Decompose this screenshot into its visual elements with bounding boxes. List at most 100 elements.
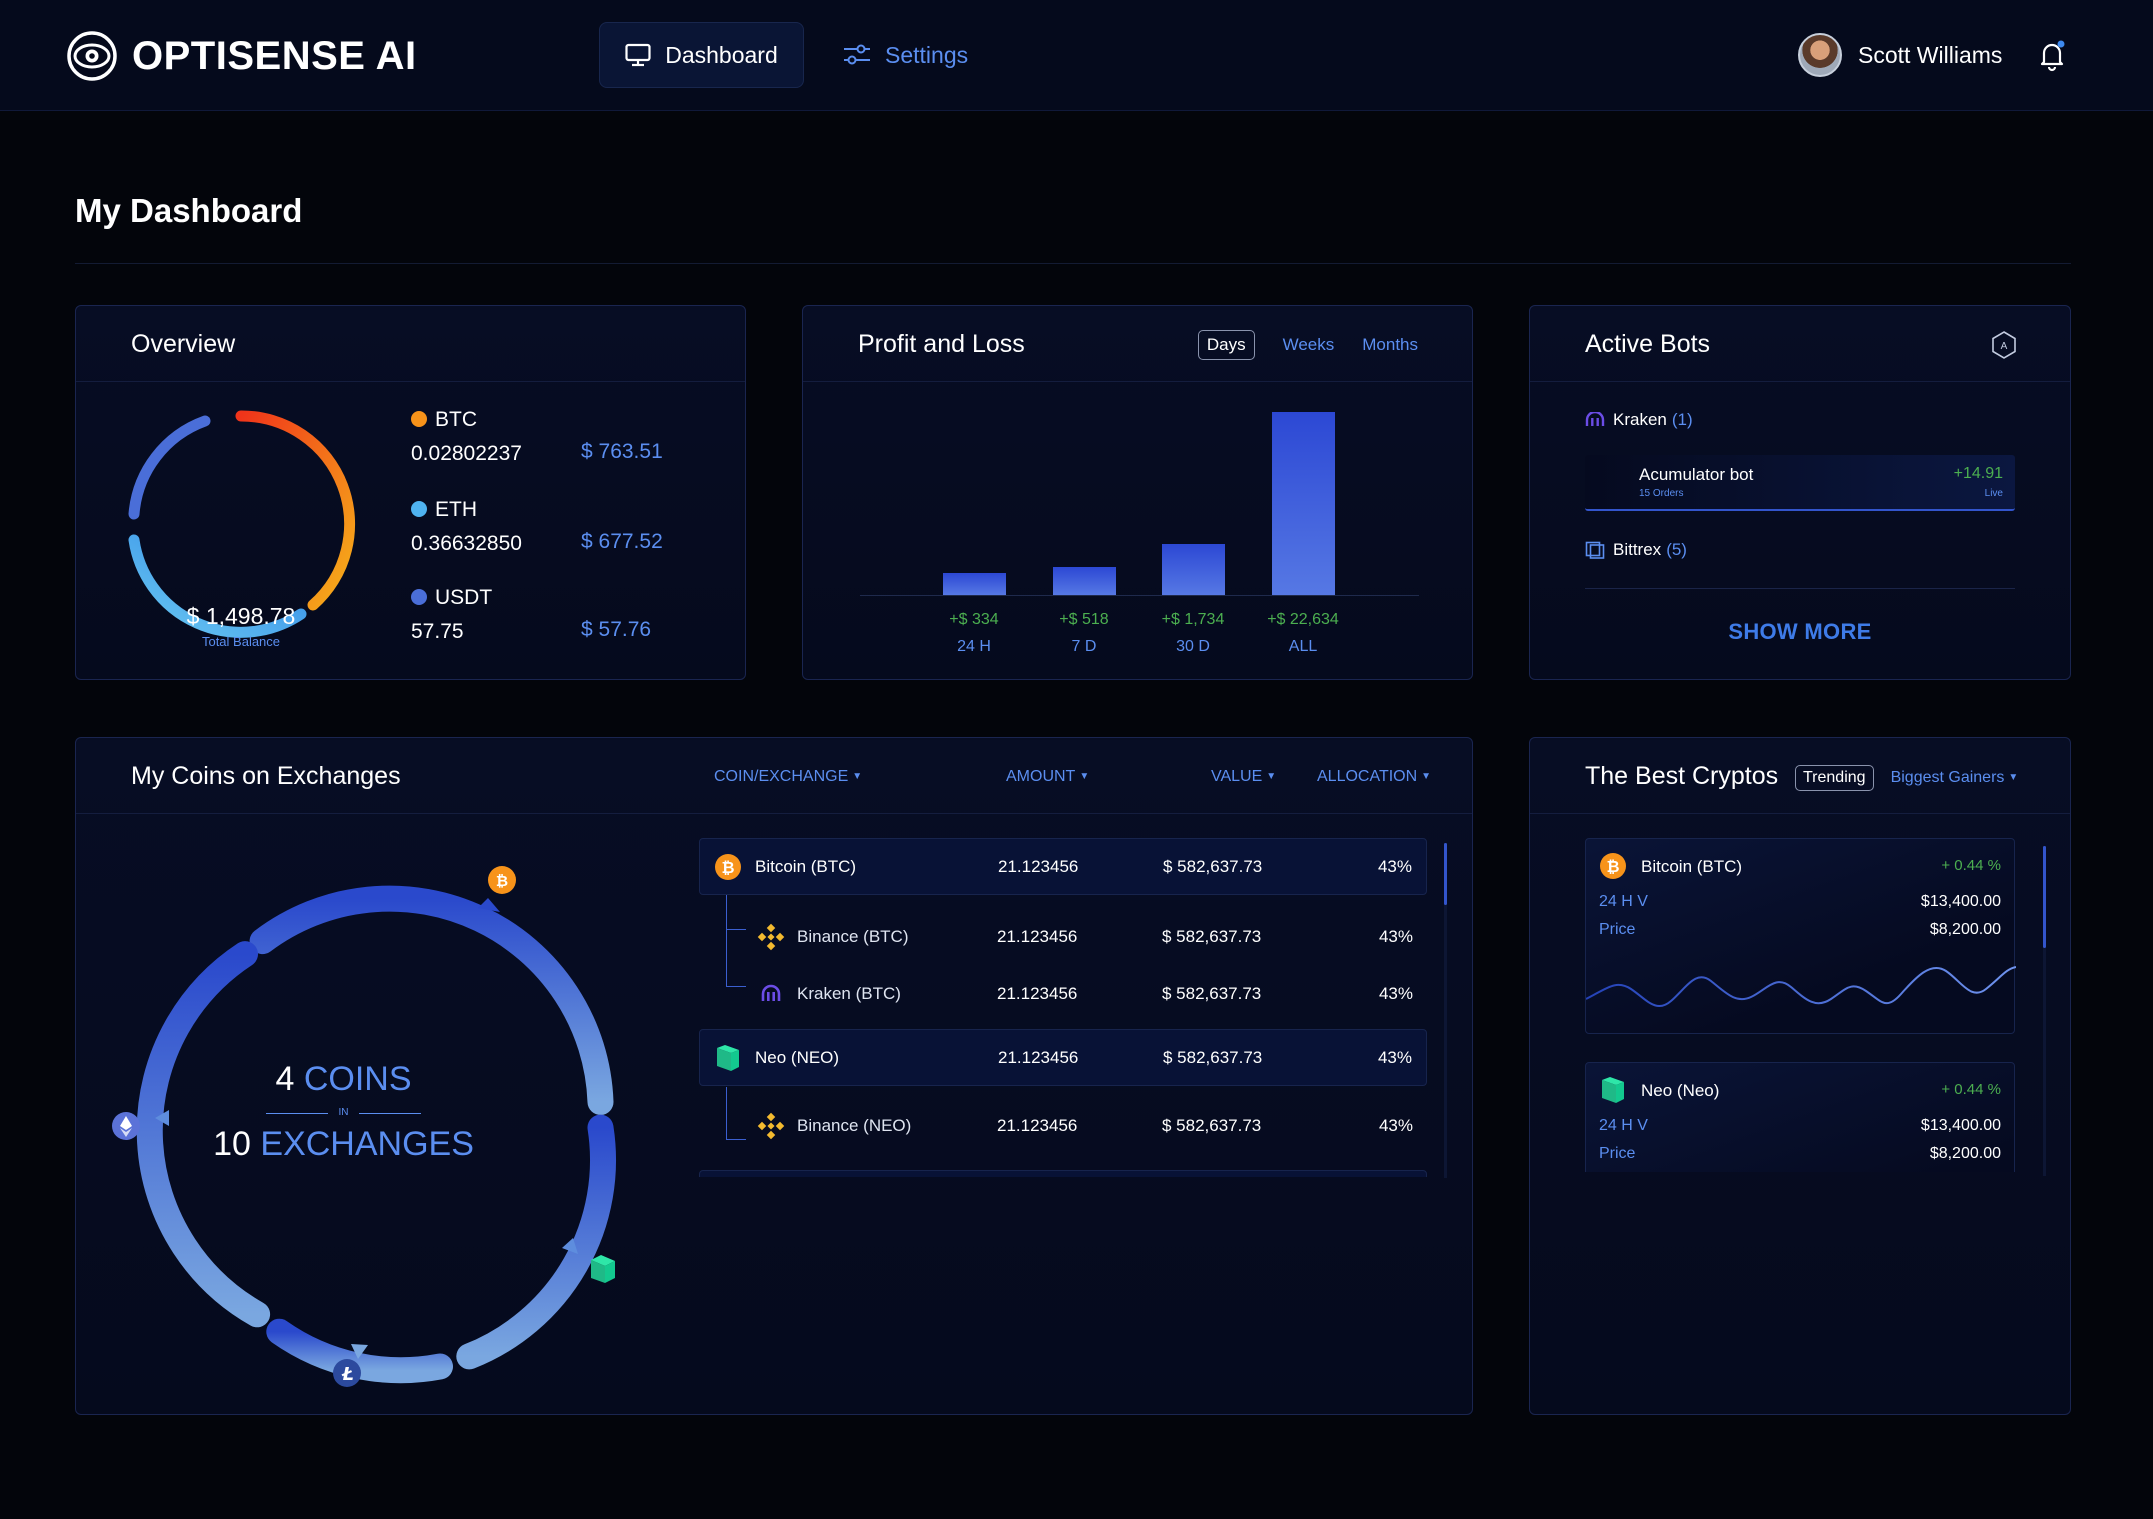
- notifications-button[interactable]: [2038, 38, 2068, 77]
- card-header: The Best Cryptos Trending Biggest Gainer…: [1530, 738, 2070, 814]
- column-label: AMOUNT: [1006, 768, 1076, 785]
- bot-exchange-kraken[interactable]: Kraken (1): [1585, 410, 1693, 430]
- tab-trending[interactable]: Trending: [1795, 765, 1874, 791]
- price-label: Price: [1599, 1145, 1636, 1162]
- column-label: ALLOCATION: [1317, 768, 1418, 785]
- kraken-icon: [1585, 412, 1605, 426]
- row-value: $ 582,637.73: [1162, 1116, 1262, 1135]
- avatar: [1798, 33, 1842, 77]
- pl-bar-7d[interactable]: [1053, 567, 1116, 595]
- coin-row[interactable]: Neo (NEO) 21.123456 $ 582,637.73 43%: [699, 1029, 1427, 1086]
- row-value: $ 582,637.73: [1162, 984, 1262, 1003]
- bot-exchange-bittrex[interactable]: Bittrex (5): [1585, 540, 1687, 560]
- row-allocation: 43%: [1377, 857, 1412, 876]
- volume-value: $13,400.00: [1920, 1117, 2001, 1134]
- exchange-row[interactable]: Binance (NEO) 21.123456 $ 582,637.73 43%: [699, 1098, 1427, 1155]
- row-name: Binance (NEO): [797, 1116, 912, 1135]
- profit-loss-title: Profit and Loss: [858, 330, 1025, 358]
- crypto-name: Bitcoin (BTC): [1641, 857, 1743, 876]
- total-balance-label: Total Balance: [201, 634, 281, 649]
- overview-card: Overview $ 1,498.78 Total Balance: [75, 305, 746, 680]
- row-name: Binance (BTC): [797, 927, 909, 946]
- caret-down-icon: ▼: [1266, 771, 1277, 782]
- pl-bar-all[interactable]: [1272, 412, 1335, 595]
- tab-days[interactable]: Days: [1197, 330, 1255, 360]
- column-label: VALUE: [1211, 768, 1263, 785]
- bittrex-icon: [1585, 541, 1605, 559]
- kraken-icon: [757, 980, 785, 1013]
- row-name: Kraken (BTC): [797, 984, 901, 1003]
- crypto-card[interactable]: ₿ Bitcoin (BTC) + 0.44 % 24 H V $13,400.00 Pr…: [1585, 838, 2016, 1034]
- show-more-button[interactable]: SHOW MORE: [1728, 619, 1872, 644]
- exchange-row[interactable]: Kraken (BTC) 21.123456 $ 582,637.73 43%: [699, 966, 1427, 1023]
- in-label: IN: [266, 1107, 421, 1118]
- exchange-name: Bittrex: [1613, 540, 1662, 559]
- user-menu[interactable]: Scott Williams: [1798, 33, 2002, 77]
- svg-text:₿: ₿: [1606, 857, 1619, 876]
- eth-arc: [128, 534, 307, 638]
- table-scrollbar-thumb[interactable]: [1444, 843, 1447, 905]
- bots-settings-button[interactable]: A: [1990, 330, 2018, 365]
- neo-icon: [714, 1044, 742, 1077]
- row-allocation: 43%: [1378, 927, 1413, 946]
- nav-settings[interactable]: Settings: [843, 22, 968, 88]
- volume-label: 24 H V: [1599, 1117, 1648, 1134]
- table-scrollbar[interactable]: [1444, 843, 1447, 1178]
- coin-amount: 57.75: [411, 620, 464, 643]
- tab-biggest-gainers[interactable]: Biggest Gainers ▼: [1891, 769, 2019, 787]
- caret-down-icon: ▼: [1079, 771, 1090, 782]
- pointer-ltc: [351, 1344, 368, 1359]
- card-header: Overview: [76, 306, 745, 382]
- row-value: $ 582,637.73: [1163, 857, 1263, 876]
- logo-text: OPTISENSE AI: [132, 33, 417, 78]
- bot-name: Acumulator bot: [1639, 465, 1754, 484]
- list-scrollbar-thumb[interactable]: [2043, 846, 2046, 948]
- sliders-icon: [844, 44, 870, 65]
- my-coins-card: My Coins on Exchanges COIN/EXCHANGE ▼ AMO…: [75, 737, 1473, 1415]
- row-allocation: 43%: [1378, 1116, 1413, 1135]
- price-label: Price: [1599, 921, 1636, 938]
- overview-coin-eth: ETH 0.36632850 $ 677.52: [411, 498, 663, 556]
- btc-coin-icon: ₿: [488, 866, 516, 894]
- bell-icon: [2040, 40, 2065, 72]
- tab-months[interactable]: Months: [1362, 335, 1418, 354]
- column-coin-exchange[interactable]: COIN/EXCHANGE ▼: [714, 768, 862, 786]
- tree-line: [726, 1139, 746, 1140]
- bot-status: Live: [1984, 488, 2003, 499]
- crypto-card[interactable]: Neo (Neo) + 0.44 % 24 H V $13,400.00 Price $8…: [1585, 1062, 2015, 1172]
- overview-title: Overview: [131, 330, 236, 358]
- eye-logo-icon: [67, 31, 117, 81]
- row-value: $ 582,637.73: [1162, 927, 1262, 946]
- best-cryptos-list: ₿ Bitcoin (BTC) + 0.44 % 24 H V $13,400.00 Pr…: [1585, 838, 2025, 1172]
- exchange-row[interactable]: Binance (BTC) 21.123456 $ 582,637.73 43%: [699, 909, 1427, 966]
- pl-bar-30d[interactable]: [1162, 544, 1225, 595]
- nav-dashboard-label: Dashboard: [665, 41, 778, 68]
- monitor-icon: [625, 43, 651, 67]
- logo[interactable]: OPTISENSE AI: [66, 30, 417, 82]
- pointer-btc: [478, 898, 500, 912]
- bot-row[interactable]: Acumulator bot 15 Orders +14.91 Live: [1585, 455, 2015, 511]
- column-amount[interactable]: AMOUNT ▼: [1006, 768, 1089, 786]
- list-scrollbar[interactable]: [2043, 846, 2046, 1176]
- coin-amount: 0.36632850: [411, 532, 522, 555]
- card-header: My Coins on Exchanges COIN/EXCHANGE ▼ AMO…: [76, 738, 1472, 814]
- pl-bar-24h[interactable]: [943, 572, 1006, 595]
- nav-dashboard[interactable]: Dashboard: [599, 22, 804, 88]
- active-bots-card: Active Bots A Kraken (1) Acumulator bot …: [1529, 305, 2071, 680]
- exchange-count: (5): [1666, 540, 1687, 559]
- column-value[interactable]: VALUE ▼: [1211, 768, 1276, 786]
- pl-category-label: ALL: [1288, 638, 1318, 655]
- tree-line: [726, 1087, 727, 1139]
- pl-category-label: 7 D: [1071, 638, 1097, 655]
- exchange-count: (1): [1671, 410, 1693, 429]
- top-header: OPTISENSE AI Dashboard Settings Scott Wi…: [0, 0, 2153, 111]
- btc-arc: [235, 410, 356, 611]
- eth-segment: [136, 941, 271, 1328]
- coin-usd-value: $ 763.51: [581, 440, 663, 463]
- svg-text:₿: ₿: [496, 872, 508, 890]
- tab-weeks[interactable]: Weeks: [1282, 335, 1335, 354]
- coin-row[interactable]: ₿ Bitcoin (BTC) 21.123456 $ 582,637.73 43%: [699, 838, 1427, 895]
- row-name: Bitcoin (BTC): [755, 857, 857, 876]
- column-allocation[interactable]: ALLOCATION ▼: [1317, 768, 1431, 786]
